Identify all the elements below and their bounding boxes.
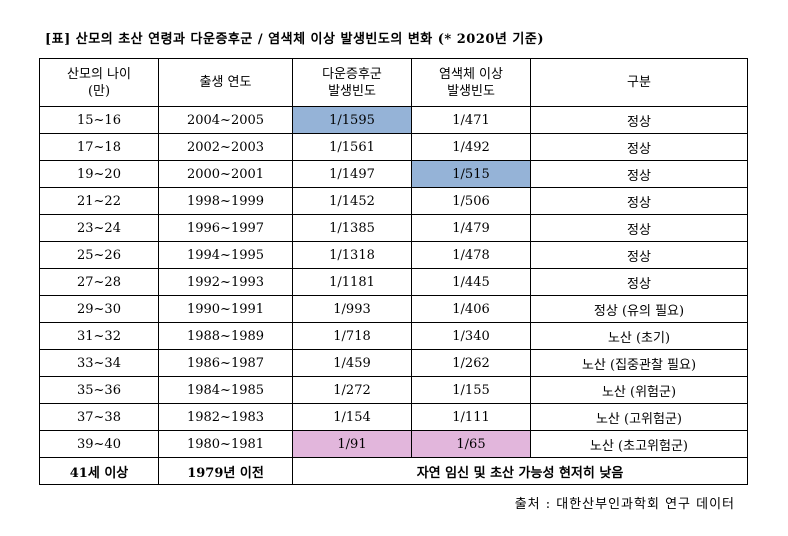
table-cell: 1/65 [411,430,531,458]
header-row: 산모의 나이 (만) 출생 연도 다운증후군 발생빈도 염색체 이상 발생빈도 구분 [39,58,748,107]
table-row: 41세 이상 1979년 이전 자연 임신 및 초산 가능성 현저히 낮음 [39,457,748,485]
table-cell: 정상 (유의 필요) [530,295,748,323]
table-cell: 1/1181 [292,268,412,296]
table-cell: 노산 (고위험군) [530,403,748,431]
table-cell: 31~32 [39,322,159,350]
table-row: 29~30 1990~1991 1/993 1/406 정상 (유의 필요) [39,295,748,323]
table-cell: 1979년 이전 [158,457,293,485]
table-cell: 1988~1989 [158,322,293,350]
header-cell: 다운증후군 발생빈도 [292,58,412,107]
table-cell: 29~30 [39,295,159,323]
table-cell: 1982~1983 [158,403,293,431]
table-cell: 1980~1981 [158,430,293,458]
table-cell: 1/1318 [292,241,412,269]
table-cell: 1/471 [411,106,531,134]
table-row: 27~28 1992~1993 1/1181 1/445 정상 [39,268,748,296]
table-cell: 2004~2005 [158,106,293,134]
table-cell: 1/262 [411,349,531,377]
table-cell: 1/1561 [292,133,412,161]
table-cell: 35~36 [39,376,159,404]
table-cell: 정상 [530,268,748,296]
table-cell: 1/1595 [292,106,412,134]
table-cell: 1996~1997 [158,214,293,242]
table-row: 17~18 2002~2003 1/1561 1/492 정상 [39,133,748,161]
table-cell: 23~24 [39,214,159,242]
table-cell: 1/340 [411,322,531,350]
table-cell: 27~28 [39,268,159,296]
table-cell: 정상 [530,241,748,269]
header-cell: 산모의 나이 (만) [39,58,159,107]
table-cell: 노산 (초기) [530,322,748,350]
header-cell: 출생 연도 [158,58,293,107]
table-cell: 1/155 [411,376,531,404]
table-row: 31~32 1988~1989 1/718 1/340 노산 (초기) [39,322,748,350]
title: [표] 산모의 초산 연령과 다운증후군 / 염색체 이상 발생빈도의 변화 (… [45,32,544,47]
table-cell: 1998~1999 [158,187,293,215]
table-cell: 1/111 [411,403,531,431]
table-cell: 25~26 [39,241,159,269]
table-cell: 1990~1991 [158,295,293,323]
table-cell: 37~38 [39,403,159,431]
table-row: 15~16 2004~2005 1/1595 1/471 정상 [39,106,748,134]
table-cell: 1/515 [411,160,531,188]
table-row: 37~38 1982~1983 1/154 1/111 노산 (고위험군) [39,403,748,431]
table-row: 25~26 1994~1995 1/1318 1/478 정상 [39,241,748,269]
table-cell: 정상 [530,133,748,161]
table-body: 15~16 2004~2005 1/1595 1/471 정상 17~18 2002~200… [39,106,748,485]
table-cell: 노산 (집중관찰 필요) [530,349,748,377]
table-cell: 정상 [530,106,748,134]
header-cell: 염색체 이상 발생빈도 [411,58,531,107]
table-cell: 1/459 [292,349,412,377]
table-cell: 1984~1985 [158,376,293,404]
table-row: 33~34 1986~1987 1/459 1/262 노산 (집중관찰 필요) [39,349,748,377]
table-cell: 1/718 [292,322,412,350]
table-cell: 노산 (초고위험군) [530,430,748,458]
table-row: 23~24 1996~1997 1/1385 1/479 정상 [39,214,748,242]
table-cell: 1994~1995 [158,241,293,269]
table-cell: 1/993 [292,295,412,323]
table-cell: 1/154 [292,403,412,431]
table-cell: 17~18 [39,133,159,161]
table-row: 21~22 1998~1999 1/1452 1/506 정상 [39,187,748,215]
table-row: 39~40 1980~1981 1/91 1/65 노산 (초고위험군) [39,430,748,458]
table-cell: 1986~1987 [158,349,293,377]
table-cell: 1/492 [411,133,531,161]
table-cell: 1/1385 [292,214,412,242]
table-cell: 15~16 [39,106,159,134]
table-cell: 1/445 [411,268,531,296]
table-cell: 1/91 [292,430,412,458]
table-cell: 2000~2001 [158,160,293,188]
table-cell: 정상 [530,160,748,188]
table-cell: 정상 [530,187,748,215]
table-cell: 1/406 [411,295,531,323]
source: 출처 : 대한산부인과학회 연구 데이터 [514,497,735,512]
table-cell: 21~22 [39,187,159,215]
table-cell: 41세 이상 [39,457,159,485]
table-cell: 정상 [530,214,748,242]
table-cell: 19~20 [39,160,159,188]
table-cell: 1/272 [292,376,412,404]
table-cell: 1/478 [411,241,531,269]
table-cell: 자연 임신 및 초산 가능성 현저히 낮음 [292,457,748,485]
table-cell: 1/506 [411,187,531,215]
table-cell: 39~40 [39,430,159,458]
table-cell: 2002~2003 [158,133,293,161]
table-row: 35~36 1984~1985 1/272 1/155 노산 (위험군) [39,376,748,404]
table-row: 19~20 2000~2001 1/1497 1/515 정상 [39,160,748,188]
table-cell: 1992~1993 [158,268,293,296]
table-cell: 노산 (위험군) [530,376,748,404]
table-cell: 1/1497 [292,160,412,188]
table-cell: 1/479 [411,214,531,242]
header-cell: 구분 [530,58,748,107]
table: 산모의 나이 (만) 출생 연도 다운증후군 발생빈도 염색체 이상 발생빈도 구분 1… [39,58,748,485]
table-cell: 1/1452 [292,187,412,215]
table-cell: 33~34 [39,349,159,377]
